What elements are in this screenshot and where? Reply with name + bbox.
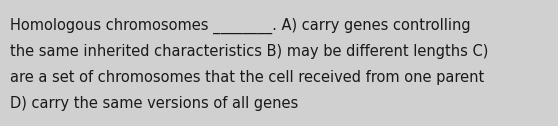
Text: are a set of chromosomes that the cell received from one parent: are a set of chromosomes that the cell r…: [10, 70, 484, 85]
Text: D) carry the same versions of all genes: D) carry the same versions of all genes: [10, 96, 298, 111]
Text: Homologous chromosomes ________. A) carry genes controlling: Homologous chromosomes ________. A) carr…: [10, 18, 470, 34]
Text: the same inherited characteristics B) may be different lengths C): the same inherited characteristics B) ma…: [10, 44, 488, 59]
